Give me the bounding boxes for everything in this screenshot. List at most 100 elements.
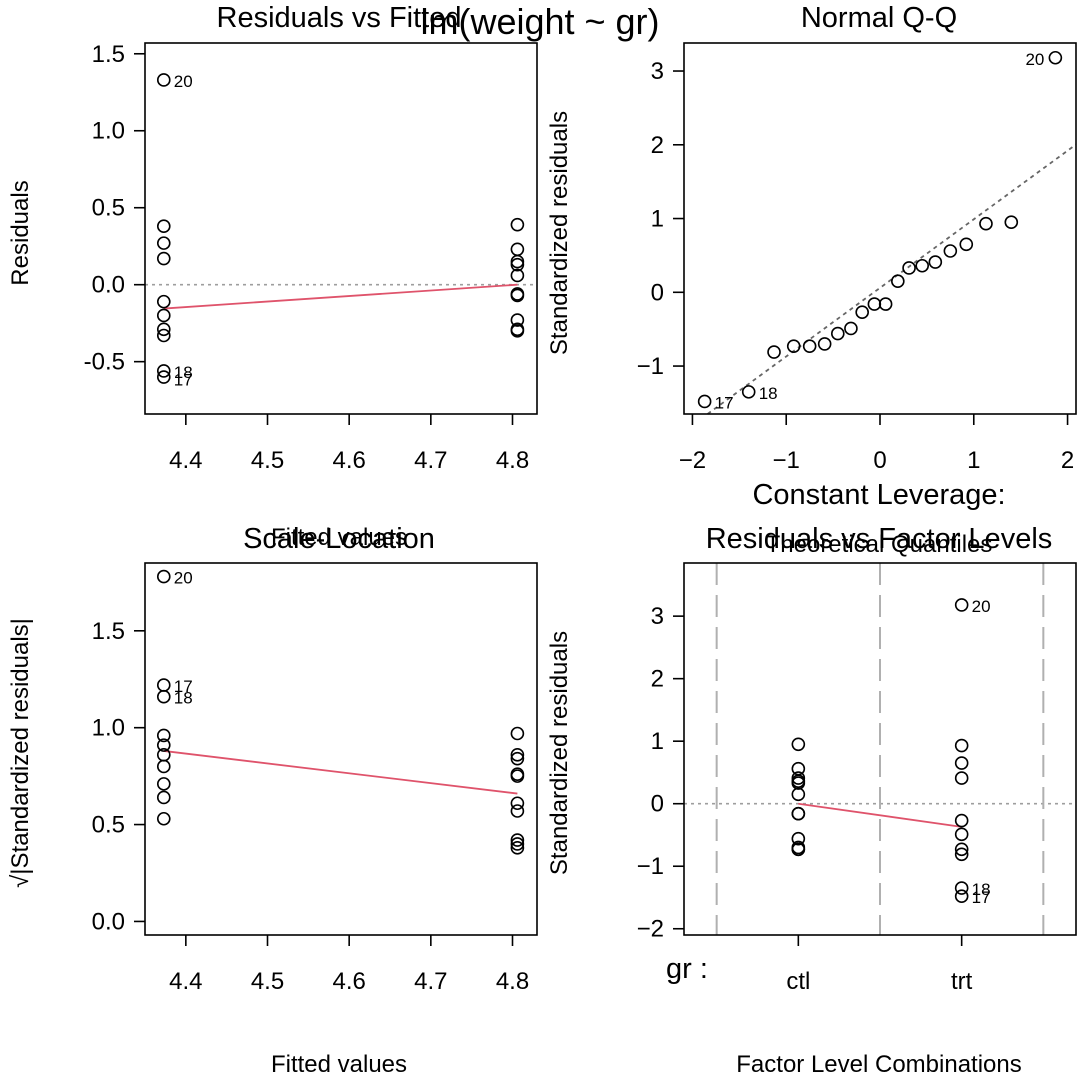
data-point xyxy=(791,831,806,846)
x-axis-label: Fitted values xyxy=(271,1051,407,1078)
x-tick-label: trt xyxy=(951,968,973,995)
data-point xyxy=(510,837,525,851)
x-axis-label: Factor Level Combinations xyxy=(736,1051,1021,1078)
x-tick-label: 4.8 xyxy=(496,968,529,995)
data-point xyxy=(844,321,858,336)
x-axis-label: Fitted values xyxy=(271,524,407,551)
data-point xyxy=(954,889,969,904)
data-point xyxy=(767,345,781,359)
data-point xyxy=(510,268,525,283)
panel-scale-location: Scale-Location Fitted values √|Standardi… xyxy=(7,523,538,1078)
data-point xyxy=(954,598,969,612)
y-tick-label: 1.5 xyxy=(92,41,125,68)
plot-frame xyxy=(683,42,1077,415)
data-point xyxy=(510,217,525,232)
data-point xyxy=(954,881,969,895)
data-point xyxy=(156,759,171,774)
data-point xyxy=(791,806,806,821)
data-point xyxy=(867,297,882,311)
smooth-line xyxy=(163,283,518,310)
data-point xyxy=(156,777,171,791)
x-tick-label: 4.5 xyxy=(251,968,284,995)
y-tick-label: 2 xyxy=(651,132,664,159)
panel-residuals-vs-factor-levels: Constant Leverage: Residuals vs Factor L… xyxy=(546,479,1077,1078)
data-point xyxy=(954,813,969,828)
data-point xyxy=(156,308,171,323)
data-point xyxy=(915,258,930,273)
data-point xyxy=(928,255,943,269)
data-point xyxy=(943,244,958,258)
x-tick-label: 1 xyxy=(967,447,980,474)
x-tick-label: 4.8 xyxy=(496,447,529,474)
data-point xyxy=(156,328,171,343)
data-point xyxy=(891,274,905,289)
data-point xyxy=(156,370,171,384)
y-tick-label: 1.0 xyxy=(92,715,125,742)
x-axis-label: Theoretical Quantiles xyxy=(766,531,993,558)
data-point xyxy=(959,237,974,252)
data-point xyxy=(802,339,817,353)
y-tick-label: 0.5 xyxy=(92,812,125,839)
data-point xyxy=(855,305,869,320)
point-label: 17 xyxy=(174,677,193,696)
data-point xyxy=(156,364,171,378)
data-point xyxy=(510,324,525,338)
x-tick-label: 4.4 xyxy=(169,968,202,995)
point-label: 18 xyxy=(972,880,991,899)
point-label: 20 xyxy=(972,597,991,616)
data-point xyxy=(741,385,756,399)
data-point xyxy=(1004,215,1019,230)
data-point xyxy=(156,236,171,250)
data-point xyxy=(791,787,806,802)
y-tick-label: 1 xyxy=(651,206,664,233)
panel-residuals-vs-fitted: Residuals vs Fitted Fitted values Residu… xyxy=(7,2,538,551)
y-tick-label: 0 xyxy=(651,279,664,306)
y-tick-label: 3 xyxy=(651,603,664,630)
data-point xyxy=(510,242,525,257)
smooth-line xyxy=(798,802,962,828)
data-point xyxy=(697,394,712,409)
data-point xyxy=(156,738,171,752)
x-tick-label: −2 xyxy=(679,447,706,474)
plot-frame xyxy=(683,562,1077,936)
point-label: 17 xyxy=(972,888,991,907)
point-label: 20 xyxy=(174,72,193,91)
plot-frame xyxy=(144,42,538,415)
data-point xyxy=(902,261,916,275)
panel-title: Scale-Location xyxy=(243,523,435,555)
data-point xyxy=(156,728,171,743)
panel-title: Residuals vs Fitted xyxy=(217,2,462,34)
data-point xyxy=(510,841,525,855)
y-tick-label: 0 xyxy=(651,791,664,818)
data-point xyxy=(510,257,525,272)
data-point xyxy=(791,842,806,857)
x-tick-label: ctl xyxy=(786,968,810,995)
data-point xyxy=(156,73,171,87)
panel-title-line-2: Residuals vs Factor Levels xyxy=(706,523,1053,555)
data-point xyxy=(510,313,525,327)
panel-title-line-1: Constant Leverage: xyxy=(752,479,1005,511)
data-point xyxy=(156,294,171,309)
y-tick-label: 0.0 xyxy=(92,908,125,935)
data-point xyxy=(954,756,969,770)
data-point xyxy=(156,251,171,266)
data-point xyxy=(830,326,845,341)
y-axis-label: Standardized residuals xyxy=(546,111,573,355)
data-point xyxy=(156,322,171,337)
factor-label: gr : xyxy=(666,953,708,985)
x-tick-label: −1 xyxy=(773,447,800,474)
data-point xyxy=(156,678,171,692)
y-tick-label: 0.5 xyxy=(92,195,125,222)
y-tick-label: -0.5 xyxy=(84,349,125,376)
data-point xyxy=(510,288,525,303)
data-point xyxy=(510,833,525,847)
point-label: 20 xyxy=(174,569,193,588)
data-point xyxy=(791,737,806,752)
point-label: 18 xyxy=(174,689,193,708)
x-tick-label: 4.4 xyxy=(169,447,202,474)
data-point xyxy=(1048,50,1063,65)
plot-frame xyxy=(144,562,538,936)
x-tick-label: 2 xyxy=(1061,447,1074,474)
